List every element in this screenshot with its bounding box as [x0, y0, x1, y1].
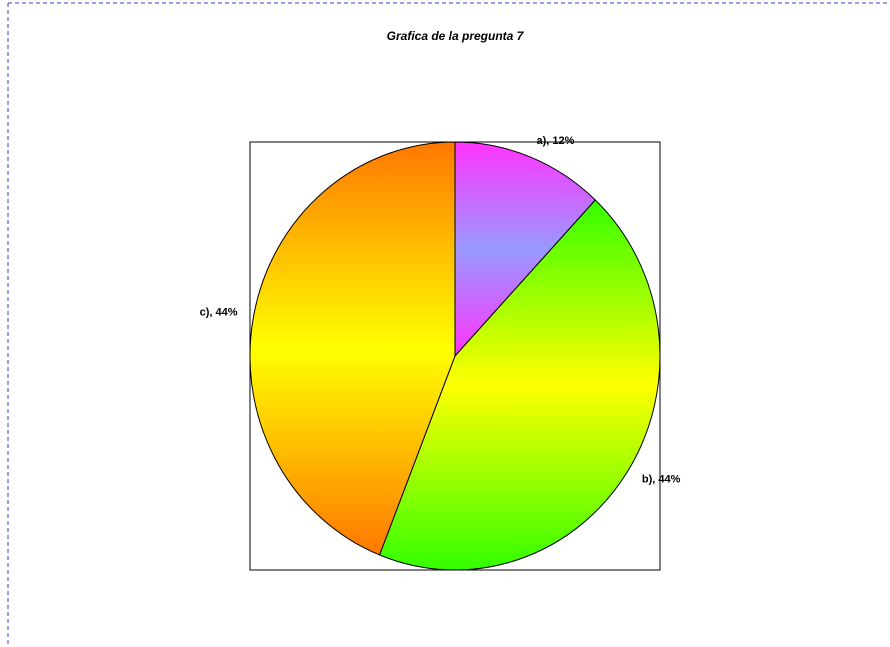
slice-label: b), 44%: [642, 474, 681, 486]
pie-slice: [378, 199, 661, 571]
chart-title: Grafica de la pregunta 7: [387, 29, 525, 43]
pie-slice: [454, 141, 597, 358]
pie-slice: [249, 141, 456, 556]
slice-label: c), 44%: [200, 307, 238, 319]
slice-label: a), 12%: [537, 135, 575, 147]
